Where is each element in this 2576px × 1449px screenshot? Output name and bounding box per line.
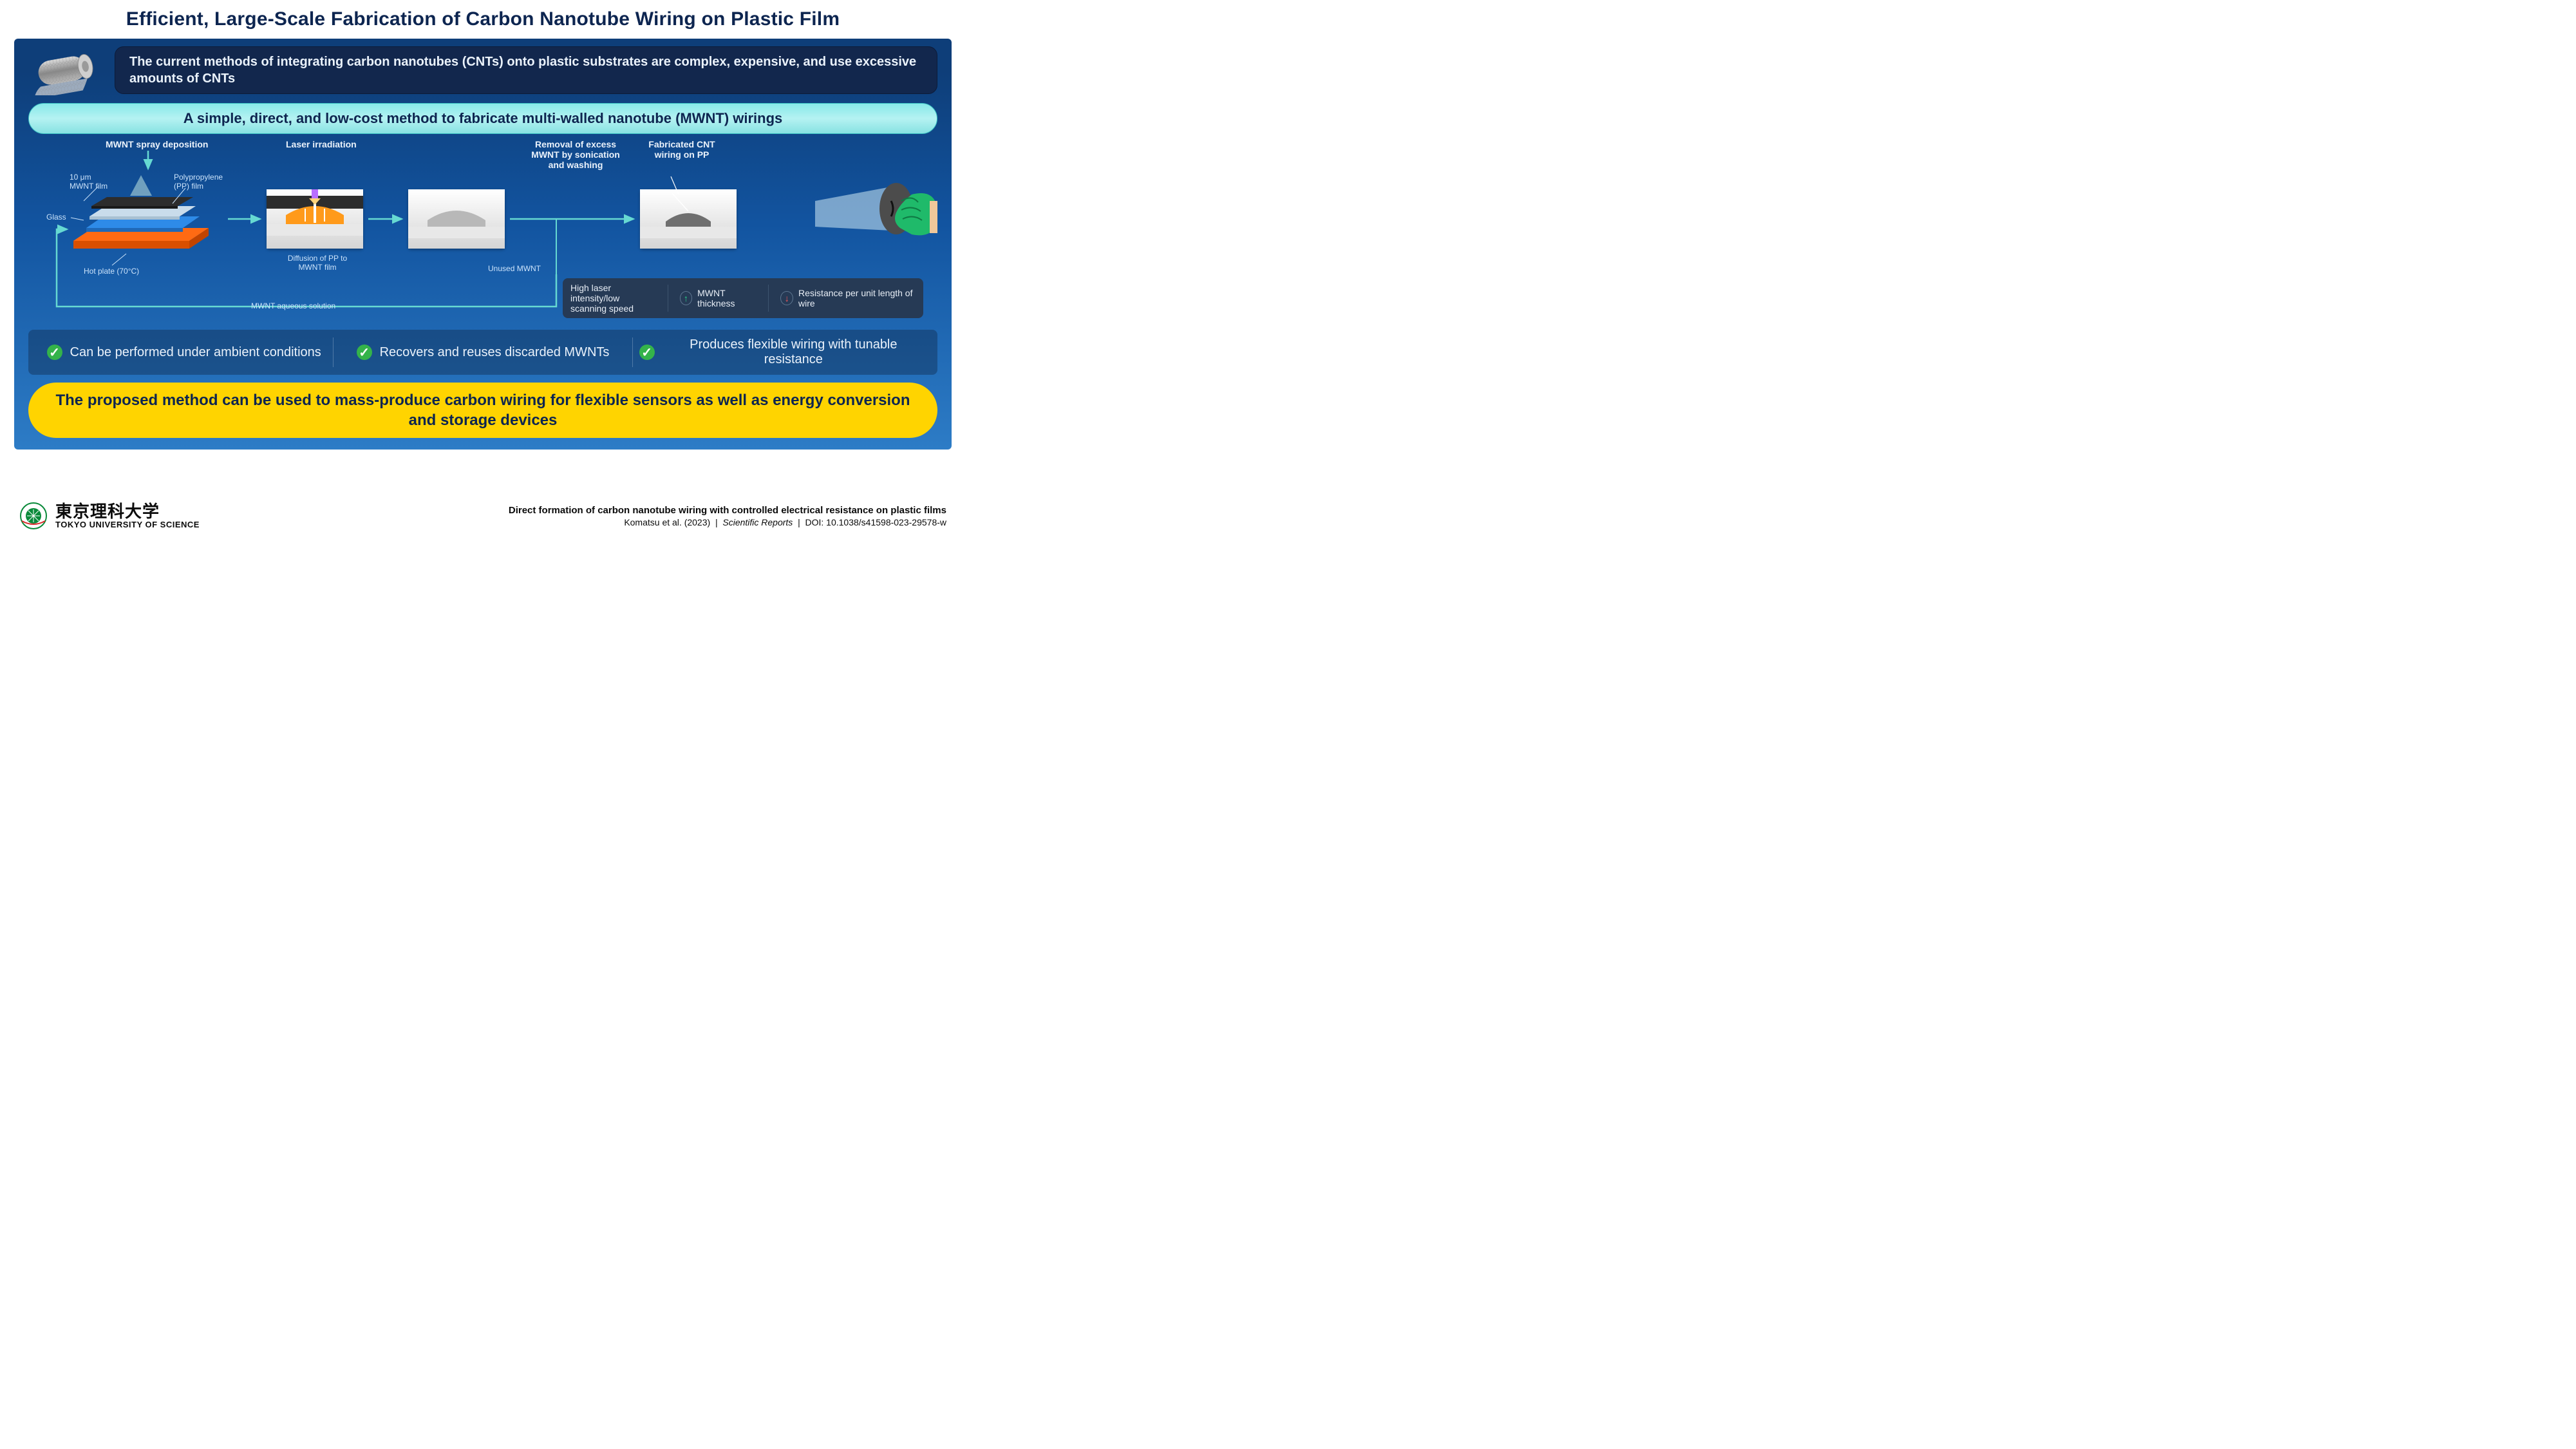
label-pp-film: Polypropylene (PP) film: [174, 173, 238, 191]
university-name-jp: 東京理科大学: [55, 503, 200, 520]
label-spray: MWNT spray deposition: [106, 139, 208, 149]
page-title: Efficient, Large-Scale Fabrication of Ca…: [126, 8, 840, 30]
label-removal: Removal of excess MWNT by sonication and…: [524, 139, 627, 170]
benefits-row: ✓ Can be performed under ambient conditi…: [28, 330, 937, 375]
process-diagram: MWNT spray deposition Laser irradiation …: [28, 139, 937, 326]
citation-title: Direct formation of carbon nanotube wiri…: [509, 505, 946, 516]
university-block: 東京理科大学 TOKYO UNIVERSITY OF SCIENCE: [19, 502, 200, 530]
label-unused: Unused MWNT: [488, 264, 541, 273]
down-arrow-icon: ↓: [780, 291, 793, 305]
benefit-2-text: Recovers and reuses discarded MWNTs: [380, 345, 610, 360]
note-down: Resistance per unit length of wire: [798, 288, 916, 308]
check-icon: ✓: [639, 345, 655, 360]
problem-statement: The current methods of integrating carbo…: [115, 46, 937, 94]
cnt-roll-icon: [28, 45, 106, 95]
university-name-en: TOKYO UNIVERSITY OF SCIENCE: [55, 520, 200, 529]
label-aqueous: MWNT aqueous solution: [251, 301, 335, 310]
citation-line: Komatsu et al. (2023) | Scientific Repor…: [509, 517, 946, 527]
up-arrow-icon: ↑: [680, 291, 693, 305]
benefit-3-text: Produces flexible wiring with tunable re…: [663, 337, 925, 367]
citation-journal: Scientific Reports: [722, 517, 793, 527]
main-panel: The current methods of integrating carbo…: [14, 39, 952, 450]
step-3-intermediate: [408, 189, 505, 249]
note-up: MWNT thickness: [697, 288, 757, 308]
benefit-3: ✓ Produces flexible wiring with tunable …: [632, 337, 931, 367]
check-icon: ✓: [357, 345, 372, 360]
benefit-1-text: Can be performed under ambient condition…: [70, 345, 321, 360]
hand-flex-illustration: [815, 175, 937, 252]
conclusion-pill: The proposed method can be used to mass-…: [28, 383, 937, 438]
label-diffusion: Diffusion of PP to MWNT film: [276, 254, 359, 272]
citation-block: Direct formation of carbon nanotube wiri…: [509, 505, 946, 527]
label-hotplate: Hot plate (70°C): [84, 267, 139, 276]
citation-doi: DOI: 10.1038/s41598-023-29578-w: [805, 517, 946, 527]
label-fabricated: Fabricated CNT wiring on PP: [640, 139, 724, 160]
problem-row: The current methods of integrating carbo…: [28, 45, 937, 95]
benefit-2: ✓ Recovers and reuses discarded MWNTs: [333, 337, 632, 367]
footer: 東京理科大学 TOKYO UNIVERSITY OF SCIENCE Direc…: [0, 488, 966, 544]
label-mwnt-film: 10 μm MWNT film: [70, 173, 115, 191]
note-condition: High laser intensity/low scanning speed: [570, 283, 656, 314]
label-laser: Laser irradiation: [286, 139, 357, 149]
subtitle-pill: A simple, direct, and low-cost method to…: [28, 103, 937, 134]
step-4-fabricated: [640, 189, 737, 249]
university-logo-icon: [19, 502, 48, 530]
benefit-1: ✓ Can be performed under ambient conditi…: [35, 337, 333, 367]
label-glass: Glass: [46, 213, 66, 222]
title-bar: Efficient, Large-Scale Fabrication of Ca…: [0, 0, 966, 39]
notes-panel: High laser intensity/low scanning speed …: [563, 278, 923, 318]
citation-authors: Komatsu et al. (2023): [624, 517, 710, 527]
check-icon: ✓: [47, 345, 62, 360]
step-2-laser: [267, 189, 363, 249]
